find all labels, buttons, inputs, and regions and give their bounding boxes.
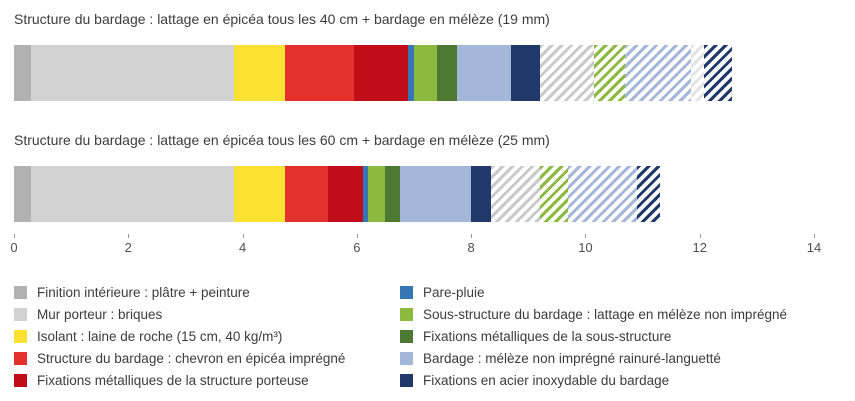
legend-label: Fixations métalliques de la structure po… (37, 373, 309, 388)
bar-segment-fix_sous_structure (436, 45, 457, 101)
legend-item-isolant: Isolant : laine de roche (15 cm, 40 kg/m… (14, 329, 400, 344)
chart-block-60cm: Structure du bardage : lattage en épicéa… (14, 131, 855, 222)
legend-item-fix_bardage: Fixations en acier inoxydable du bardage (400, 373, 855, 388)
axis-tick-mark (814, 234, 815, 238)
axis-tick-mark (14, 234, 15, 238)
bar-segment-finition (14, 45, 32, 101)
axis-tick-label: 10 (578, 240, 593, 255)
axis-tick-label: 6 (353, 240, 361, 255)
bar-segment-hatch_light-hatched (691, 45, 704, 101)
legend-swatch-pare_pluie (400, 286, 413, 299)
bar-segment-chevron (285, 45, 354, 101)
legend-swatch-fix_sous_structure (400, 330, 413, 343)
legend-label: Finition intérieure : plâtre + peinture (37, 285, 250, 300)
legend-label: Structure du bardage : chevron en épicéa… (37, 351, 346, 366)
bar-segment-isolant (233, 45, 286, 101)
bar-segment-sous_structure-hatched (539, 166, 569, 222)
legend-label: Bardage : mélèze non imprégné rainuré-la… (423, 351, 721, 366)
bar-segment-bardage (456, 45, 512, 101)
legend-label: Sous-structure du bardage : lattage en m… (423, 307, 787, 322)
bar-segment-finition (14, 166, 32, 222)
bar-segment-pare_pluie (362, 166, 369, 222)
bar-segment-fix_bardage (471, 166, 492, 222)
legend-swatch-fix_bardage (400, 374, 413, 387)
legend-item-finition: Finition intérieure : plâtre + peinture (14, 285, 400, 300)
legend-item-fix_sous_structure: Fixations métalliques de la sous-structu… (400, 329, 855, 344)
bar-segment-sous_structure (413, 45, 437, 101)
axis-tick-label: 12 (692, 240, 707, 255)
legend-label: Mur porteur : briques (37, 307, 163, 322)
bar-segment-pare_pluie (408, 45, 414, 101)
bar-segment-fix_structure (353, 45, 409, 101)
legend: Finition intérieure : plâtre + peinture M… (14, 285, 855, 388)
legend-label: Fixations métalliques de la sous-structu… (423, 329, 672, 344)
axis-tick-label: 8 (467, 240, 475, 255)
bar-segment-chevron (285, 166, 329, 222)
axis-tick-label: 2 (124, 240, 132, 255)
bar-segment-sous_structure-hatched (593, 45, 626, 101)
bar-segment-fix_bardage (511, 45, 540, 101)
stacked-bar-40cm (14, 45, 814, 101)
axis-tick-mark (128, 234, 130, 238)
legend-label: Isolant : laine de roche (15 cm, 40 kg/m… (37, 329, 283, 344)
legend-item-chevron: Structure du bardage : chevron en épicéa… (14, 351, 400, 366)
bar-title-40cm: Structure du bardage : lattage en épicéa… (14, 11, 550, 27)
bar-segment-mur (31, 166, 234, 222)
x-axis: 0 2 4 6 8 10 12 14 (10, 234, 821, 256)
axis-tick-label: 4 (238, 240, 247, 255)
bar-segment-fix_bardage-hatched (636, 166, 660, 222)
legend-item-pare_pluie: Pare-pluie (400, 285, 855, 300)
legend-item-sous_structure: Sous-structure du bardage : lattage en m… (400, 307, 855, 322)
legend-column-right: Pare-pluie Sous-structure du bardage : la… (400, 285, 855, 388)
axis-tick-label: 0 (10, 240, 18, 255)
legend-item-bardage: Bardage : mélèze non imprégné rainuré-la… (400, 351, 855, 366)
bar-segment-hatch_gray-hatched (539, 45, 594, 101)
legend-swatch-sous_structure (400, 308, 413, 321)
legend-swatch-bardage (400, 352, 413, 365)
axis-tick-mark (585, 234, 587, 238)
legend-swatch-finition (14, 286, 27, 299)
legend-column-left: Finition intérieure : plâtre + peinture M… (14, 285, 400, 388)
bar-segment-hatch_gray-hatched (491, 166, 540, 222)
bar-segment-bardage (399, 166, 472, 222)
bar-segment-bardage-hatched (625, 45, 692, 101)
axis-tick-mark (356, 234, 358, 238)
bar-segment-fix_sous_structure (385, 166, 400, 222)
chart-block-40cm: Structure du bardage : lattage en épicéa… (14, 10, 855, 101)
legend-swatch-isolant (14, 330, 27, 343)
bar-title-60cm: Structure du bardage : lattage en épicéa… (14, 132, 550, 148)
legend-swatch-mur (14, 308, 27, 321)
axis-tick-mark (471, 234, 473, 238)
axis-tick-mark (242, 234, 244, 238)
legend-swatch-chevron (14, 352, 27, 365)
ecobilan-bardage-chart: Structure du bardage : lattage en épicéa… (10, 10, 855, 388)
legend-swatch-fix_structure (14, 374, 27, 387)
bar-segment-fix_bardage-hatched (703, 45, 733, 101)
axis-tick-mark (699, 234, 701, 238)
bar-segment-sous_structure (368, 166, 386, 222)
stacked-bar-60cm (14, 166, 814, 222)
bar-segment-bardage-hatched (568, 166, 637, 222)
bar-segment-isolant (233, 166, 286, 222)
bar-segment-mur (31, 45, 234, 101)
legend-label: Fixations en acier inoxydable du bardage (423, 373, 670, 388)
legend-item-mur: Mur porteur : briques (14, 307, 400, 322)
bar-segment-fix_structure (328, 166, 363, 222)
legend-label: Pare-pluie (423, 285, 485, 300)
axis-tick-label: 14 (806, 240, 822, 255)
legend-item-fix_structure: Fixations métalliques de la structure po… (14, 373, 400, 388)
